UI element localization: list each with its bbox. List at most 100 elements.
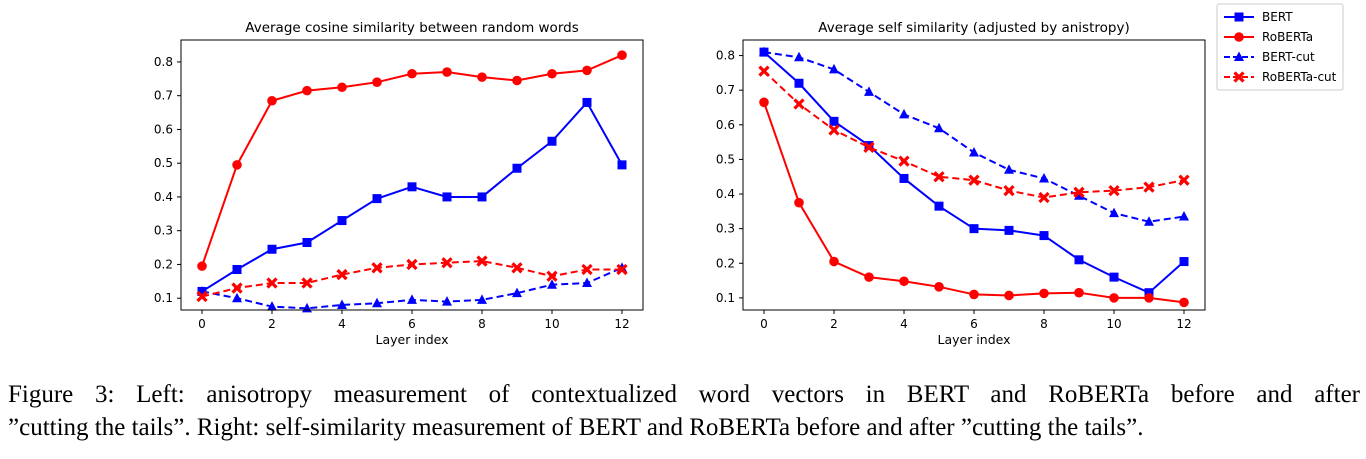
plot-frame xyxy=(742,39,1206,311)
series-roberta xyxy=(197,50,627,271)
data-point xyxy=(1144,293,1154,303)
data-point xyxy=(581,263,593,276)
data-point xyxy=(582,65,592,76)
x-tick-label: 2 xyxy=(830,317,838,331)
legend-label: BERT xyxy=(1262,10,1293,24)
data-point xyxy=(547,136,557,146)
y-tick-label: 0.6 xyxy=(154,122,173,136)
figure-caption: Figure 3: Left: anisotropy measurement o… xyxy=(8,378,1360,444)
data-point xyxy=(442,192,452,202)
data-point xyxy=(1073,186,1085,198)
chart-panel-2: Average self similarity (adjusted by ani… xyxy=(716,20,1206,347)
data-point xyxy=(477,72,487,82)
data-point xyxy=(442,296,452,306)
data-point xyxy=(969,289,979,300)
data-point xyxy=(616,263,628,276)
data-point xyxy=(1074,255,1084,265)
data-point xyxy=(547,279,557,289)
data-point xyxy=(864,272,874,282)
data-point xyxy=(196,290,208,303)
data-point xyxy=(1074,287,1084,298)
legend: BERT RoBERTa BERT-cut RoBERTa-cut xyxy=(1216,3,1344,91)
data-point xyxy=(617,50,627,60)
y-tick-label: 0.8 xyxy=(154,55,173,69)
y-tick-label: 0.7 xyxy=(154,89,173,103)
data-point xyxy=(197,261,207,271)
data-point xyxy=(267,301,277,311)
data-point xyxy=(512,163,522,173)
data-point xyxy=(442,67,452,77)
legend-label: BERT-cut xyxy=(1262,50,1315,64)
data-point xyxy=(1178,174,1190,186)
data-point xyxy=(407,68,417,79)
data-point xyxy=(1179,257,1189,267)
data-point xyxy=(1109,207,1119,218)
data-point xyxy=(546,270,558,282)
data-point xyxy=(476,255,488,267)
x-tick-label: 10 xyxy=(1106,317,1121,331)
data-point xyxy=(1109,293,1119,303)
data-point xyxy=(1039,288,1049,299)
x-tick-label: 10 xyxy=(544,317,559,331)
data-point xyxy=(1143,181,1155,193)
legend-marker xyxy=(1234,51,1244,61)
y-tick-label: 0.2 xyxy=(716,256,735,270)
legend-frame xyxy=(1216,3,1344,91)
data-point xyxy=(617,160,627,170)
data-point xyxy=(863,141,875,153)
series-roberta-cut xyxy=(758,65,1190,204)
data-point xyxy=(232,292,242,303)
data-point xyxy=(582,277,592,287)
data-point xyxy=(477,294,487,304)
legend-entry-bert: BERT xyxy=(1224,10,1293,24)
figure: Average cosine similarity between random… xyxy=(154,3,1344,347)
x-tick-label: 6 xyxy=(970,317,978,331)
y-tick-label: 0.6 xyxy=(716,118,735,132)
data-point xyxy=(899,108,909,119)
data-point xyxy=(231,282,243,294)
data-point xyxy=(934,122,944,133)
data-point xyxy=(1004,290,1014,301)
y-tick-label: 0.1 xyxy=(154,291,173,305)
data-point xyxy=(1038,191,1050,204)
legend-entry-roberta-cut: RoBERTa-cut xyxy=(1224,70,1337,84)
data-point xyxy=(266,277,278,289)
y-tick-label: 0.4 xyxy=(154,190,173,204)
data-point xyxy=(759,97,769,108)
series-line xyxy=(763,51,1185,294)
caption-line-1: Figure 3: Left: anisotropy measurement o… xyxy=(8,381,1360,408)
data-point xyxy=(547,68,557,79)
data-point xyxy=(934,201,944,211)
y-tick-label: 0.5 xyxy=(716,152,735,166)
data-point xyxy=(1004,225,1014,235)
y-tick-label: 0.7 xyxy=(716,83,735,97)
data-point xyxy=(793,98,805,110)
y-tick-label: 0.3 xyxy=(154,224,173,238)
x-tick-label: 0 xyxy=(198,317,206,331)
caption-line-2: ”cutting the tails”. Right: self-similar… xyxy=(8,414,1144,441)
data-point xyxy=(1074,190,1084,200)
y-tick-label: 0.5 xyxy=(154,156,173,170)
data-point xyxy=(267,244,277,254)
data-point xyxy=(1004,164,1014,174)
data-point xyxy=(1144,288,1154,298)
data-point xyxy=(828,124,840,136)
data-point xyxy=(864,86,874,96)
data-point xyxy=(829,116,839,126)
legend-label: RoBERTa-cut xyxy=(1262,70,1337,84)
data-point xyxy=(267,95,277,106)
data-point xyxy=(1108,184,1120,197)
data-point xyxy=(794,197,804,208)
x-tick-label: 2 xyxy=(268,317,276,331)
data-point xyxy=(1109,272,1119,282)
chart-title: Average self similarity (adjusted by ani… xyxy=(818,20,1129,36)
data-point xyxy=(898,155,910,167)
data-point xyxy=(899,173,909,183)
data-point xyxy=(759,46,769,57)
x-tick-label: 0 xyxy=(760,317,768,331)
series-line xyxy=(201,54,623,267)
data-point xyxy=(232,265,242,274)
data-point xyxy=(899,276,909,287)
x-axis-label: Layer index xyxy=(937,332,1010,347)
data-point xyxy=(1039,172,1049,183)
